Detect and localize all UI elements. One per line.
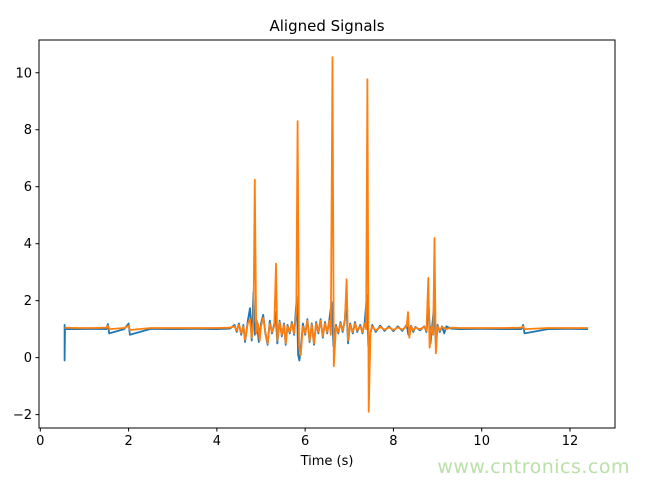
x-axis-label: Time (s) xyxy=(300,454,354,469)
y-tick-label: −2 xyxy=(13,408,32,423)
y-tick-label: 0 xyxy=(24,351,32,366)
x-tick-label: 4 xyxy=(213,434,221,449)
x-tick-label: 10 xyxy=(473,434,490,449)
axes-spines xyxy=(38,39,616,429)
chart-title: Aligned Signals xyxy=(269,17,385,35)
series-signal-2 xyxy=(64,56,589,413)
y-tick-label: 8 xyxy=(24,123,32,138)
x-tick-label: 6 xyxy=(301,434,309,449)
x-tick-label: 12 xyxy=(562,434,579,449)
x-tick-label: 0 xyxy=(36,434,44,449)
y-tick-label: 10 xyxy=(15,66,32,81)
x-tick-label: 8 xyxy=(389,434,397,449)
y-tick-label: 2 xyxy=(24,294,32,309)
y-tick-label: 4 xyxy=(24,237,32,252)
y-tick-label: 6 xyxy=(24,180,32,195)
watermark-text: www.cntronics.com xyxy=(437,456,630,478)
x-tick-label: 2 xyxy=(124,434,132,449)
